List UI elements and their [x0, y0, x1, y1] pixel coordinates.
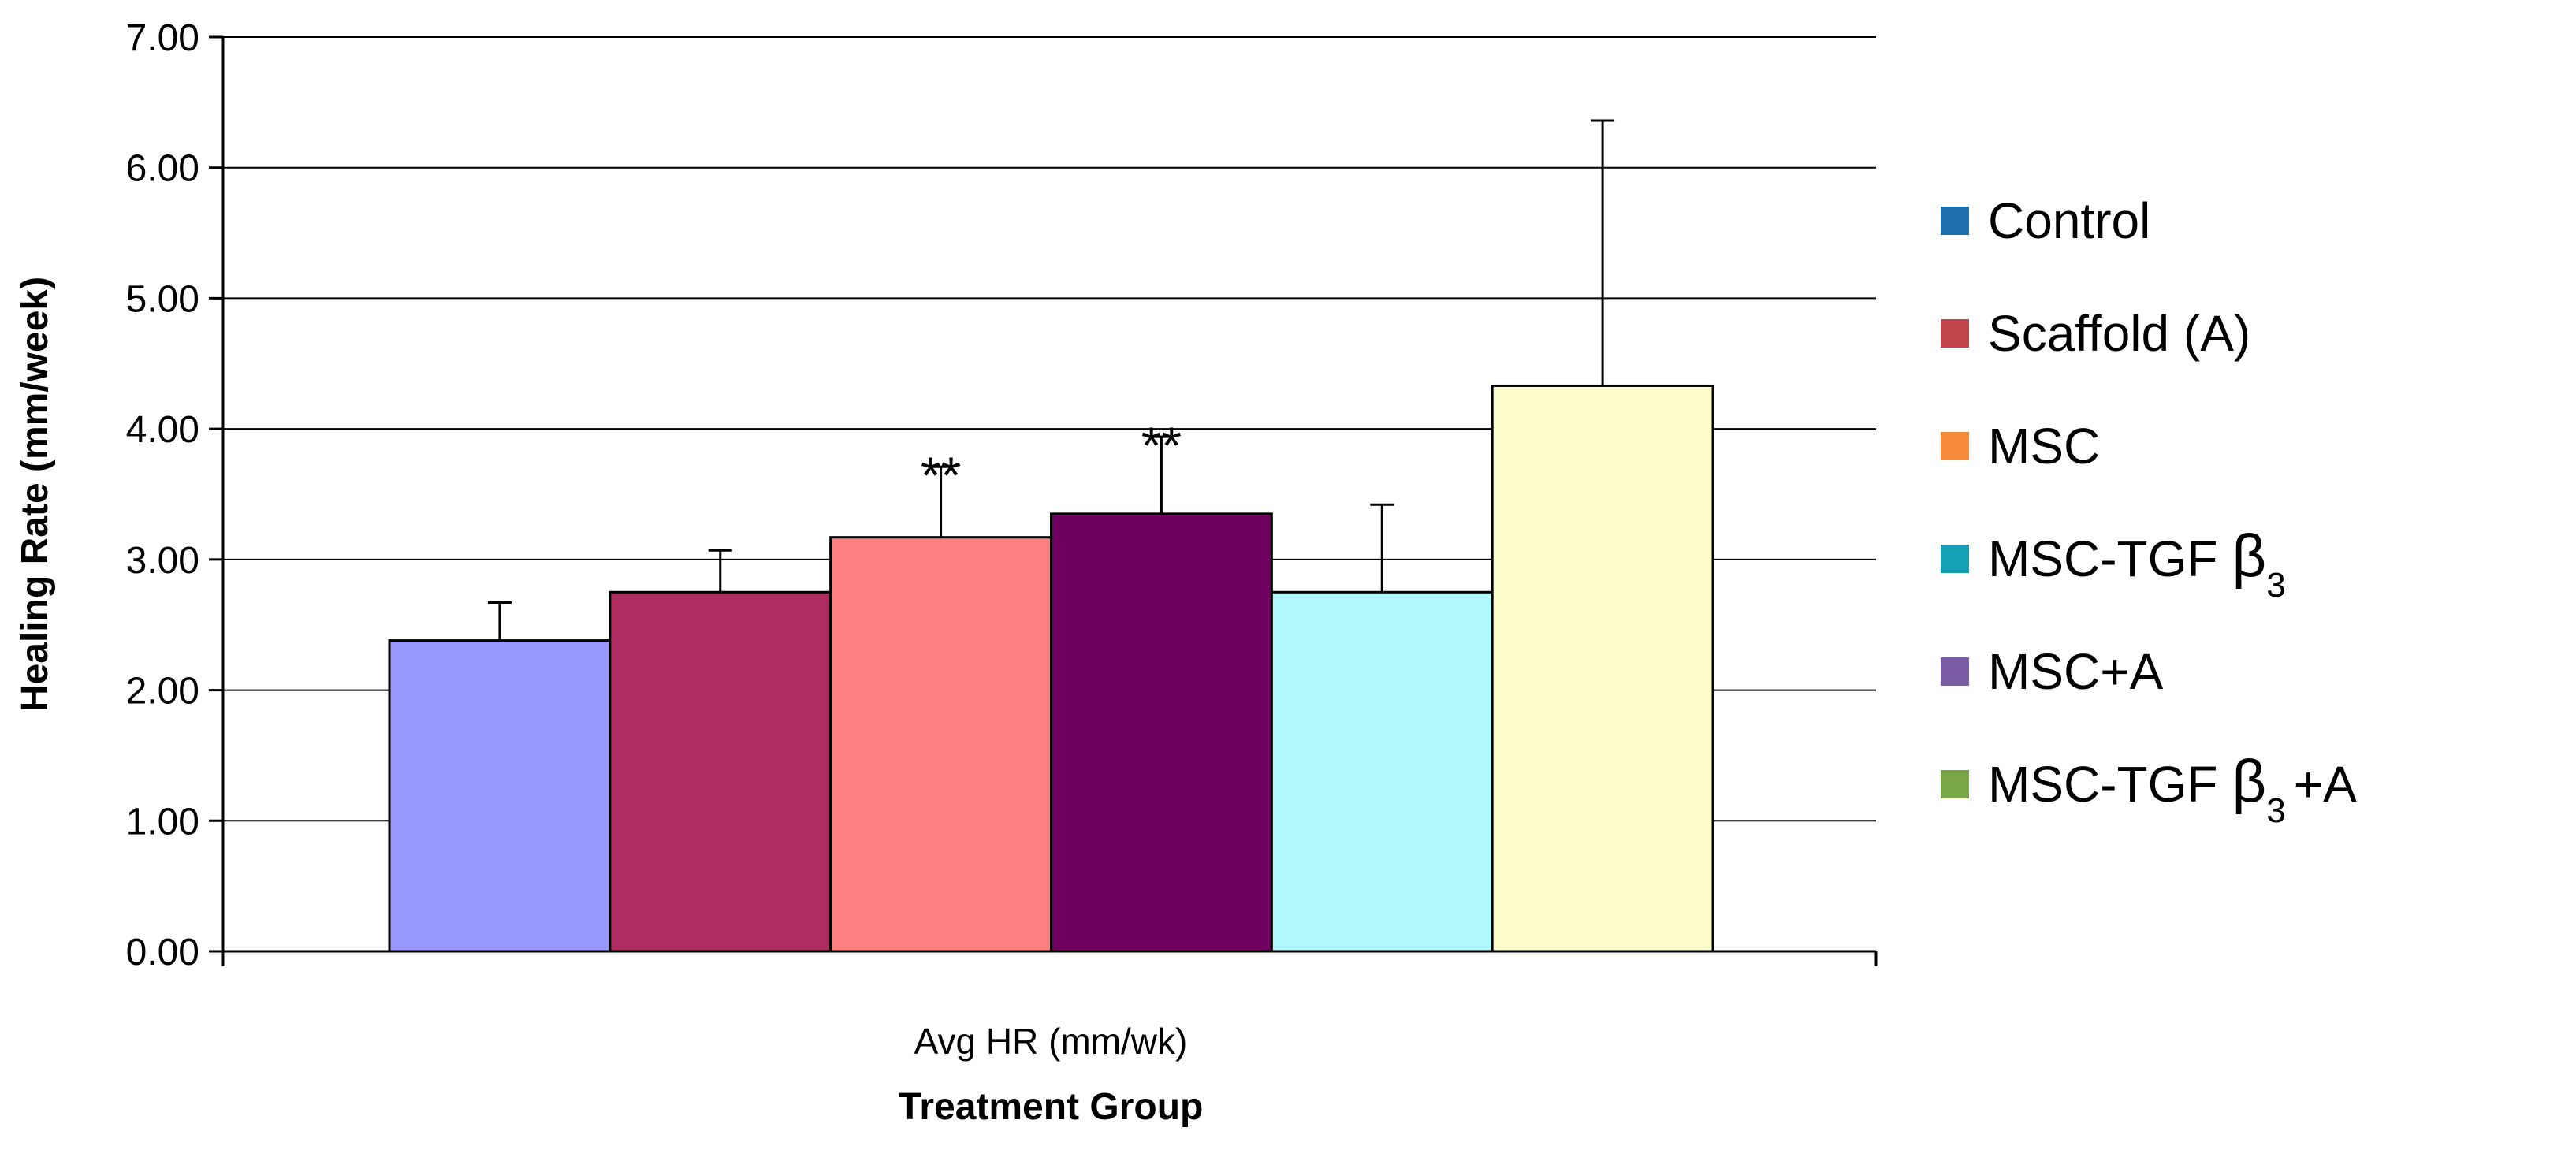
significance-annotation: ** — [921, 446, 961, 504]
bars: ** ** — [388, 119, 1714, 953]
y-tick-label: 4.00 — [126, 409, 199, 451]
y-tick-labels: 0.00 1.00 2.00 3.00 4.00 5.00 6.00 7.00 — [126, 17, 199, 973]
legend-swatch — [1941, 657, 1969, 686]
legend-swatch — [1941, 770, 1969, 798]
y-tick-label: 6.00 — [126, 148, 199, 190]
y-axis-title: Healing Rate (mm/week) — [14, 277, 56, 712]
x-category-label: Avg HR (mm/wk) — [914, 1021, 1188, 1062]
bar — [609, 590, 832, 953]
y-tick-label: 5.00 — [126, 278, 199, 320]
y-tick-label: 0.00 — [126, 932, 199, 973]
y-tick-label: 3.00 — [126, 540, 199, 582]
y-tick-label: 7.00 — [126, 17, 199, 59]
legend-label: MSC — [1988, 418, 2100, 474]
legend-swatch — [1941, 319, 1969, 348]
legend-label: Control — [1988, 192, 2150, 249]
legend-label: MSC+A — [1988, 643, 2164, 700]
legend-swatch — [1941, 207, 1969, 235]
bar — [1491, 384, 1714, 953]
legend-label: MSC-TGF β3 +A — [1988, 748, 2357, 830]
legend: Control Scaffold (A) MSC MSC-TGF β3 MSC+A MSC-… — [1941, 192, 2357, 830]
x-axis-title: Treatment Group — [899, 1086, 1204, 1128]
legend-label: MSC-TGF β3 — [1988, 523, 2286, 605]
legend-label: Scaffold (A) — [1988, 305, 2250, 362]
significance-annotation: ** — [1141, 416, 1182, 474]
bar — [388, 639, 612, 953]
bar — [1050, 512, 1273, 953]
axes — [221, 37, 1878, 966]
legend-swatch — [1941, 432, 1969, 460]
legend-swatch — [1941, 545, 1969, 573]
bar — [1270, 590, 1494, 953]
y-tick-label: 1.00 — [126, 801, 199, 843]
y-tick-label: 2.00 — [126, 671, 199, 713]
bar — [829, 536, 1052, 953]
